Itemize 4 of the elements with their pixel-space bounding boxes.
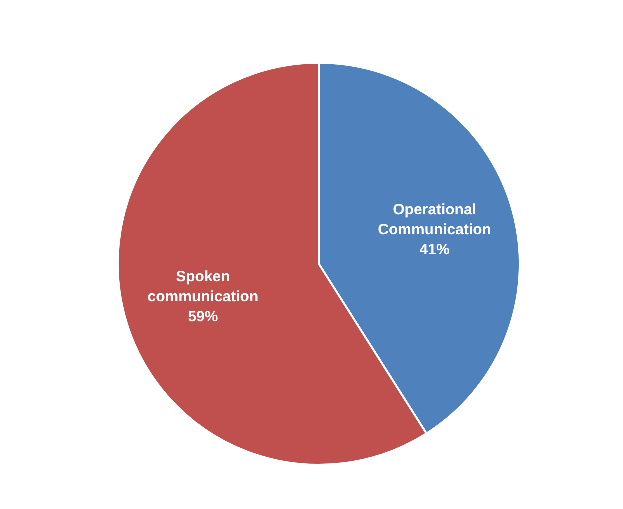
slice-label: Operational Communication [378, 201, 492, 238]
data-label: 41% [420, 241, 450, 258]
data-label: 59% [188, 308, 218, 326]
slice-label: Spoken communication [148, 268, 259, 306]
